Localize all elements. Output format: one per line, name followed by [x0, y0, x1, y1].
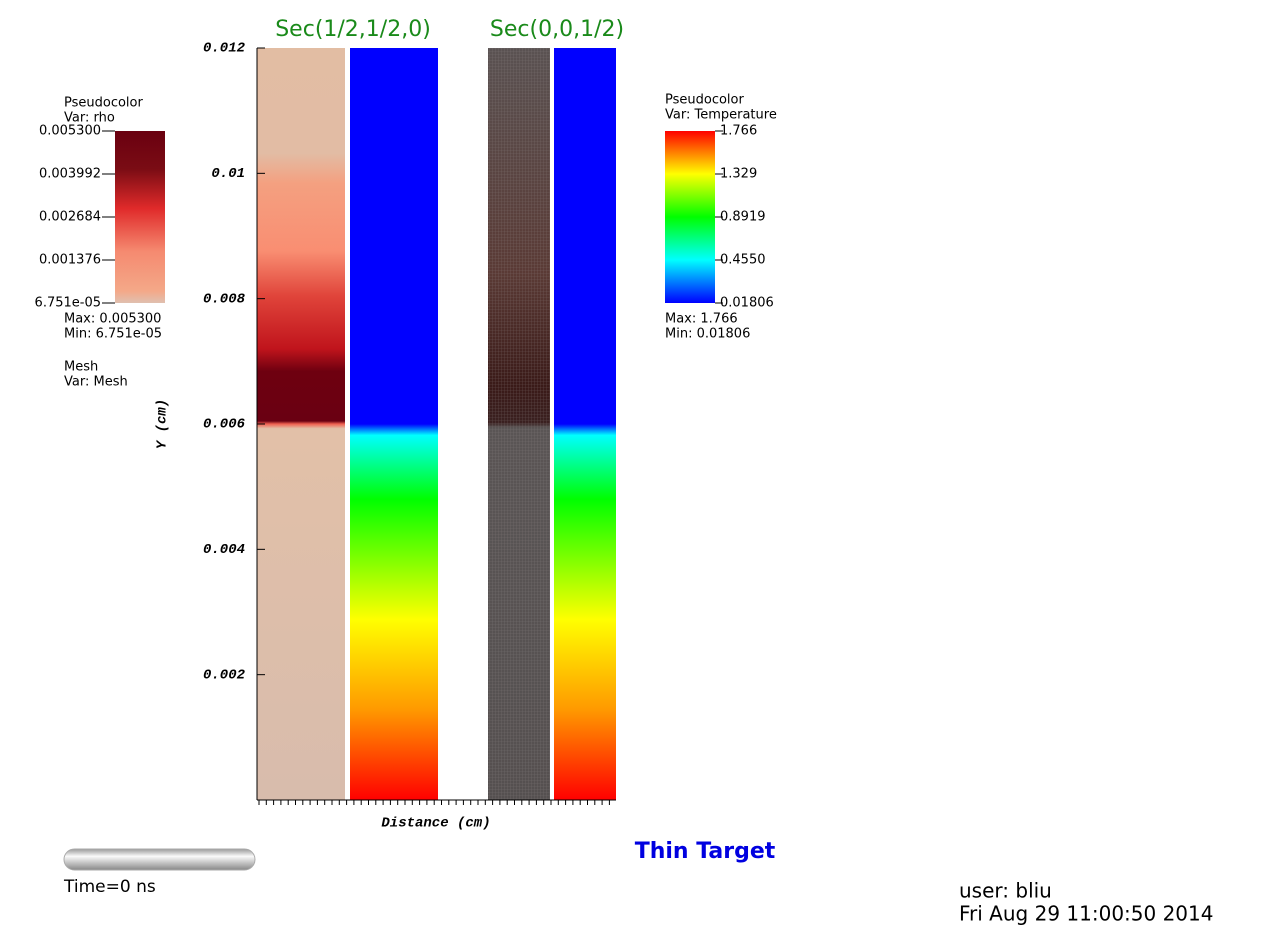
x-minor-ticks — [258, 800, 610, 805]
temperature-field — [554, 48, 616, 800]
date-label: Fri Aug 29 11:00:50 2014 — [959, 902, 1213, 926]
legend-plot: Pseudocolor — [64, 96, 143, 111]
legend-tick-label: 0.4550 — [720, 253, 766, 268]
y-tick-label: 0.008 — [203, 291, 246, 307]
legend-var: Var: Mesh — [64, 375, 128, 390]
legend-max: Max: 1.766 — [665, 312, 738, 327]
rho-field — [257, 48, 345, 800]
legend-tick-label: 0.01806 — [720, 296, 774, 311]
legend-tick-label: 0.005300 — [39, 124, 101, 139]
y-tick-label: 0.01 — [211, 166, 245, 182]
panel-title: Sec(0,0,1/2) — [490, 17, 624, 42]
annotation: Thin Target — [635, 839, 776, 864]
legend-var: Var: Temperature — [665, 108, 777, 123]
legend-min: Min: 6.751e-05 — [64, 327, 162, 342]
y-axis-label: Y (cm) — [155, 399, 171, 449]
temperature-field — [350, 48, 438, 800]
x-axis-label: Distance (cm) — [381, 816, 490, 832]
legend-colorbar — [665, 131, 715, 303]
legend-colorbar — [115, 131, 165, 303]
legend-tick-label: 6.751e-05 — [35, 296, 101, 311]
legend-tick-label: 0.002684 — [39, 209, 101, 224]
legend-tick-label: 1.766 — [720, 124, 757, 139]
time-slider — [63, 848, 256, 871]
legend-tick-label: 0.003992 — [39, 166, 101, 181]
panel-title: Sec(1/2,1/2,0) — [275, 17, 431, 42]
y-tick-label: 0.002 — [203, 667, 246, 683]
y-tick-label: 0.004 — [203, 542, 245, 558]
time-label: Time=0 ns — [63, 877, 156, 897]
legend-plot: Mesh — [64, 360, 98, 375]
legend-min: Min: 0.01806 — [665, 327, 750, 342]
legend-var: Var: rho — [64, 111, 115, 126]
legend-tick-label: 0.8919 — [720, 210, 766, 225]
legend-tick-label: 0.001376 — [39, 252, 101, 267]
legend-max: Max: 0.005300 — [64, 312, 161, 327]
legend-tick-label: 1.329 — [720, 167, 757, 182]
y-tick-label: 0.006 — [203, 417, 246, 433]
mesh-lines — [488, 48, 550, 800]
y-tick-label: 0.012 — [203, 41, 246, 57]
user-label: user: bliu — [959, 879, 1052, 903]
legend-plot: Pseudocolor — [665, 93, 744, 108]
